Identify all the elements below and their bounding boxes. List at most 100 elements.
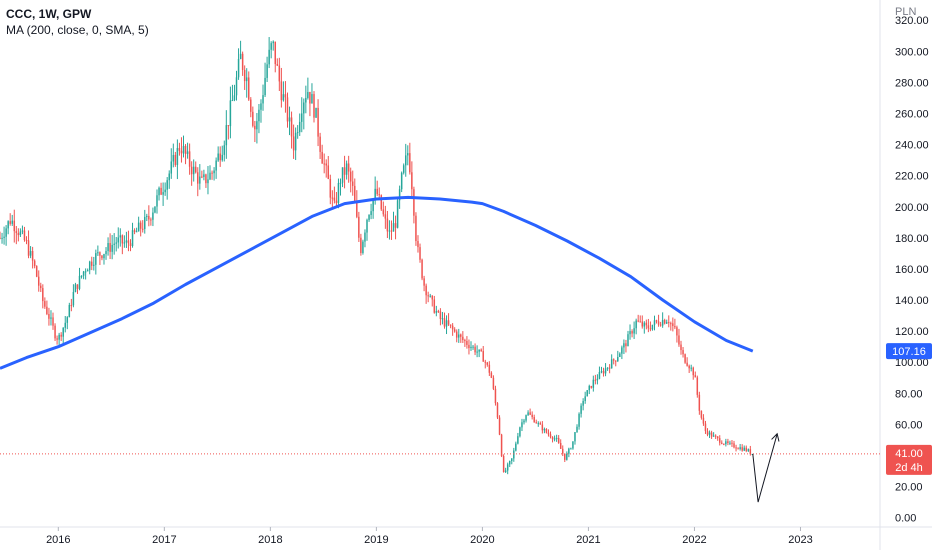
candle-body[interactable] xyxy=(511,458,513,461)
candle-body[interactable] xyxy=(525,415,527,421)
candle-body[interactable] xyxy=(543,428,546,431)
candle-body[interactable] xyxy=(437,311,440,313)
candle-body[interactable] xyxy=(566,453,568,460)
candle-body[interactable] xyxy=(521,422,523,428)
candle-body[interactable] xyxy=(70,305,73,307)
candle-body[interactable] xyxy=(245,77,248,82)
candle-body[interactable] xyxy=(9,221,11,224)
candle-body[interactable] xyxy=(455,331,458,338)
candle-body[interactable] xyxy=(62,327,64,337)
candle-body[interactable] xyxy=(423,278,425,286)
candle-body[interactable] xyxy=(482,351,484,362)
candle-body[interactable] xyxy=(714,435,717,437)
candle-body[interactable] xyxy=(747,449,750,451)
candle-body[interactable] xyxy=(637,320,639,322)
candle-body[interactable] xyxy=(227,125,230,127)
candle-body[interactable] xyxy=(488,364,491,373)
candle-body[interactable] xyxy=(141,228,144,230)
candle-body[interactable] xyxy=(382,209,385,215)
candle-body[interactable] xyxy=(676,327,678,336)
candle-body[interactable] xyxy=(349,171,352,182)
candle-body[interactable] xyxy=(502,456,505,472)
candle-body[interactable] xyxy=(557,437,560,443)
candle-body[interactable] xyxy=(327,165,330,179)
candle-body[interactable] xyxy=(712,435,715,437)
candle-body[interactable] xyxy=(337,183,340,204)
candle-body[interactable] xyxy=(311,94,313,104)
candle-body[interactable] xyxy=(449,324,452,326)
candle-body[interactable] xyxy=(58,334,60,340)
candle-body[interactable] xyxy=(44,301,46,307)
candle-body[interactable] xyxy=(537,423,540,425)
candle-body[interactable] xyxy=(472,346,474,348)
candle-body[interactable] xyxy=(80,275,83,277)
candle-body[interactable] xyxy=(559,442,562,449)
candle-body[interactable] xyxy=(107,243,109,252)
candle-body[interactable] xyxy=(425,285,427,296)
candle-body[interactable] xyxy=(339,182,342,184)
candle-body[interactable] xyxy=(117,237,120,243)
candle-body[interactable] xyxy=(649,328,652,330)
candle-body[interactable] xyxy=(219,153,221,161)
candle-body[interactable] xyxy=(358,216,360,238)
candle-body[interactable] xyxy=(415,215,417,242)
candle-body[interactable] xyxy=(93,264,95,266)
candle-body[interactable] xyxy=(494,388,497,404)
candle-body[interactable] xyxy=(217,153,219,161)
candle-body[interactable] xyxy=(661,320,664,326)
candle-body[interactable] xyxy=(113,243,115,245)
candle-body[interactable] xyxy=(168,173,170,181)
candle-body[interactable] xyxy=(670,323,672,325)
candle-body[interactable] xyxy=(453,329,456,332)
candle-body[interactable] xyxy=(0,237,1,239)
candle-body[interactable] xyxy=(103,254,105,259)
candle-body[interactable] xyxy=(29,251,32,256)
candle-body[interactable] xyxy=(52,317,54,326)
candle-body[interactable] xyxy=(663,320,666,324)
candle-body[interactable] xyxy=(672,323,674,327)
candle-body[interactable] xyxy=(82,271,85,276)
candle-body[interactable] xyxy=(576,426,578,433)
candle-body[interactable] xyxy=(700,410,703,418)
candle-body[interactable] xyxy=(741,447,743,451)
candle-body[interactable] xyxy=(374,188,376,200)
candle-body[interactable] xyxy=(288,117,291,122)
candle-body[interactable] xyxy=(137,222,140,232)
candle-body[interactable] xyxy=(531,414,533,418)
candle-body[interactable] xyxy=(606,367,609,369)
candle-body[interactable] xyxy=(572,441,574,449)
candle-body[interactable] xyxy=(203,174,205,177)
candle-body[interactable] xyxy=(598,372,601,379)
candle-body[interactable] xyxy=(40,285,42,289)
candle-body[interactable] xyxy=(205,174,207,184)
candle-body[interactable] xyxy=(470,346,472,349)
candle-body[interactable] xyxy=(749,449,752,455)
candle-body[interactable] xyxy=(431,295,434,300)
candle-body[interactable] xyxy=(727,441,729,443)
candle-body[interactable] xyxy=(127,240,130,244)
candle-body[interactable] xyxy=(545,428,548,433)
candle-body[interactable] xyxy=(733,443,735,448)
candle-body[interactable] xyxy=(496,403,499,418)
candle-body[interactable] xyxy=(101,255,103,259)
candle-body[interactable] xyxy=(498,417,501,435)
candle-body[interactable] xyxy=(105,251,107,255)
candle-body[interactable] xyxy=(370,211,372,216)
candle-body[interactable] xyxy=(139,222,142,229)
candle-body[interactable] xyxy=(343,167,346,175)
candle-body[interactable] xyxy=(643,322,646,327)
candle-body[interactable] xyxy=(64,322,66,328)
candle-body[interactable] xyxy=(568,448,570,454)
candle-body[interactable] xyxy=(95,253,97,265)
candle-body[interactable] xyxy=(535,422,537,424)
candle-body[interactable] xyxy=(547,432,550,435)
candle-body[interactable] xyxy=(301,113,303,122)
candle-body[interactable] xyxy=(718,438,721,443)
candle-body[interactable] xyxy=(553,438,556,440)
candle-body[interactable] xyxy=(698,394,701,411)
candle-body[interactable] xyxy=(156,195,158,207)
candle-body[interactable] xyxy=(170,161,173,174)
candle-body[interactable] xyxy=(468,344,470,349)
candle-body[interactable] xyxy=(725,441,727,445)
